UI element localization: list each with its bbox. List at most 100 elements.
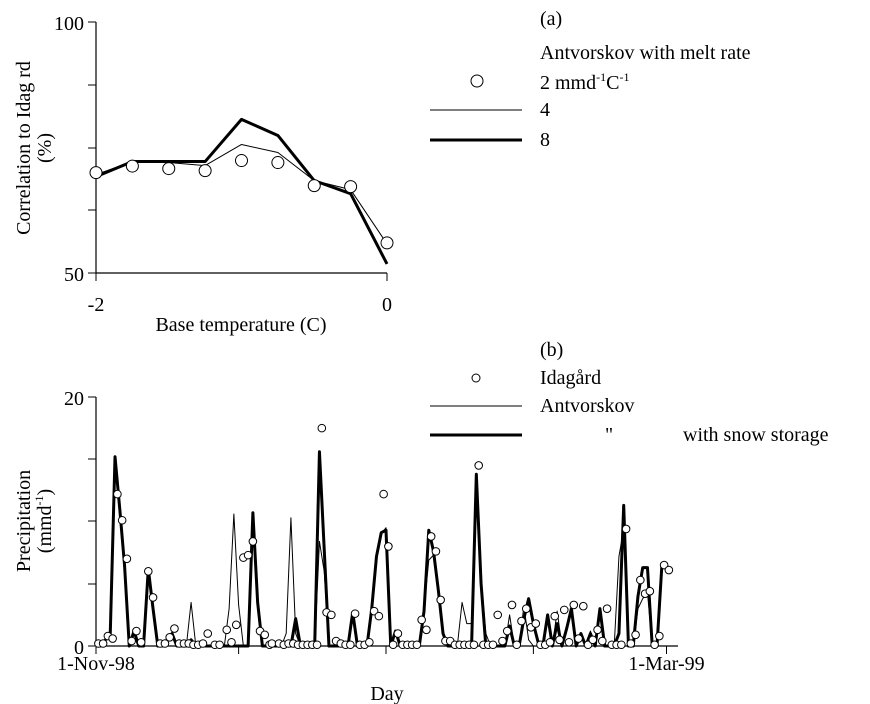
panel-b-idagard-point-113: [645, 586, 655, 596]
panel-b-idagard-point-56: [374, 611, 384, 621]
panel-b-idagard-point-1: [98, 639, 108, 648]
panel-b-y-label-line2: (mmd-1): [32, 489, 56, 553]
panel-b-xtick-label-4: 1-Mar-99: [628, 653, 704, 675]
panel-a-series-line-2: [95, 117, 389, 265]
panel-b-idagard-point-44: [317, 423, 327, 433]
panel-b-idagard-point-5: [117, 515, 127, 525]
panel-a: 100 50 -2 0 Base temperature (C) Correla…: [13, 8, 751, 336]
panel-b-idagard-point-46: [327, 610, 336, 620]
panel-b-idagard-point-86: [517, 616, 526, 626]
panel-b-idagard-point-3: [108, 634, 117, 643]
panel-b-idagard-point-97: [569, 600, 579, 610]
panel-b-idagard-point-107: [617, 640, 626, 650]
panel-b-idagard-point-6: [122, 554, 132, 564]
panel-b-idagard-point-25: [222, 625, 232, 635]
panel-b-idagard-point-8: [132, 626, 141, 636]
panel-b-idagard-point-14: [165, 632, 174, 642]
panel-b-idagard-point-93: [550, 611, 560, 621]
panel-b-idagard-point-92: [545, 637, 555, 647]
panel-a-point-0-7: [344, 180, 358, 194]
panel-b-idagard-point-9: [136, 637, 146, 647]
legend-a-series-2-label: 2 mmd-1C-1: [540, 70, 629, 94]
panel-b-idagard-point-83: [502, 626, 512, 636]
panel-b-idagard-point-98: [574, 634, 583, 643]
panel-a-xtick-left: -2: [88, 294, 105, 316]
panel-b-y-label-line1: Precipitation: [13, 470, 35, 572]
panel-b-idagard-point-110: [631, 630, 640, 640]
panel-b-idagard-point-89: [531, 619, 541, 628]
panel-a-xtick-right: 0: [382, 294, 392, 316]
legend-b-antvorskov-label: Antvorskov: [540, 395, 634, 417]
panel-b-idagard-point-64: [412, 640, 422, 650]
panel-b-ytick-top: 20: [64, 388, 84, 410]
panel-a-label: (a): [540, 8, 562, 30]
panel-b-idagard-point-21: [198, 639, 208, 648]
panel-b-idagard-point-81: [493, 610, 503, 620]
panel-b-idagard-point-43: [312, 640, 322, 650]
legend-b-ditto-mark: ": [605, 424, 613, 446]
panel-b-idagard-point-27: [231, 620, 241, 630]
panel-b-idagard-point-13: [160, 639, 170, 648]
panel-b-idagard-point-108: [621, 524, 631, 534]
panel-b-idagard-point-54: [365, 637, 374, 647]
panel-a-y-label-line1: Correlation to Idag rd: [13, 61, 35, 235]
panel-b-idagard-point-15: [170, 624, 179, 633]
panel-b-idagard-point-96: [564, 637, 574, 647]
panel-a-point-0-2: [162, 162, 176, 176]
panel-b-idagard-point-22: [203, 629, 213, 638]
panel-a-point-0-4: [235, 154, 248, 168]
panel-b-idagard-point-57: [379, 489, 388, 499]
panel-b-idagard-point-82: [498, 636, 507, 646]
panel-b-idagard-point-69: [436, 595, 445, 605]
panel-a-ytick-top: 100: [54, 13, 84, 35]
panel-b-idagard-point-94: [555, 635, 564, 645]
panel-b-xtick-label-0: 1-Nov-98: [57, 653, 135, 675]
panel-a-point-0-5: [271, 156, 285, 170]
panel-b-idagard-point-77: [474, 461, 484, 470]
panel-b-idagard-point-95: [559, 605, 569, 615]
legend-a-circle-marker: [470, 74, 484, 88]
panel-b-ytick-bottom: 0: [74, 637, 84, 659]
legend-a-series-4-label: 4: [540, 99, 550, 121]
panel-b-idagard-point-80: [488, 640, 498, 650]
panel-b-idagard-point-84: [507, 600, 517, 610]
panel-b-idagard-point-68: [431, 547, 441, 556]
panel-b-idagard-point-29: [243, 550, 253, 560]
panel-a-point-0-8: [380, 236, 394, 250]
panel-a-point-0-3: [198, 164, 212, 178]
panel-b-idagard-point-67: [426, 532, 436, 541]
panel-a-point-0-6: [307, 179, 321, 193]
panel-b-idagard-point-99: [578, 601, 588, 611]
panel-b-idagard-point-24: [215, 640, 224, 650]
panel-b-x-ticks: 1-Nov-98 1-Mar-99: [57, 646, 705, 675]
panel-b-plot-area: [94, 423, 674, 650]
panel-b-x-label: Day: [370, 683, 403, 704]
panel-b-idagard-point-26: [227, 637, 236, 647]
panel-b-idagard-point-32: [260, 630, 270, 640]
legend-a-title: Antvorskov with melt rate: [540, 42, 751, 64]
panel-b-idagard-point-65: [417, 615, 426, 625]
panel-b-idagard-point-66: [422, 625, 431, 635]
panel-b-idagard-point-34: [267, 639, 277, 648]
panel-b-idagard-point-103: [598, 636, 607, 646]
panel-a-plot-area: [89, 117, 394, 265]
panel-a-y-label-line2: (%): [34, 133, 56, 163]
panel-b-idagard-point-60: [393, 629, 403, 638]
panel-b-idagard-point-104: [602, 604, 612, 613]
panel-b-idagard-point-4: [113, 489, 122, 499]
panel-b: 1-Nov-98 1-Mar-99 20 0 Day Precipitation …: [13, 339, 829, 704]
panel-b-idagard-point-85: [512, 640, 522, 650]
panel-b-idagard-point-114: [650, 640, 659, 650]
panel-b-idagard-point-10: [143, 567, 153, 576]
panel-b-idagard-point-115: [655, 631, 664, 641]
panel-b-idagard-point-76: [469, 640, 479, 650]
panel-b-idagard-point-117: [664, 565, 674, 575]
panel-b-idagard-point-11: [148, 593, 158, 602]
panel-a-ytick-bottom: 50: [64, 264, 84, 286]
panel-b-idagard-point-51: [350, 609, 360, 618]
legend-a-series-8-label: 8: [540, 129, 550, 151]
panel-a-point-0-1: [125, 159, 139, 173]
legend-b-circle-marker: [471, 373, 481, 383]
panel-b-idagard-point-50: [346, 640, 355, 650]
